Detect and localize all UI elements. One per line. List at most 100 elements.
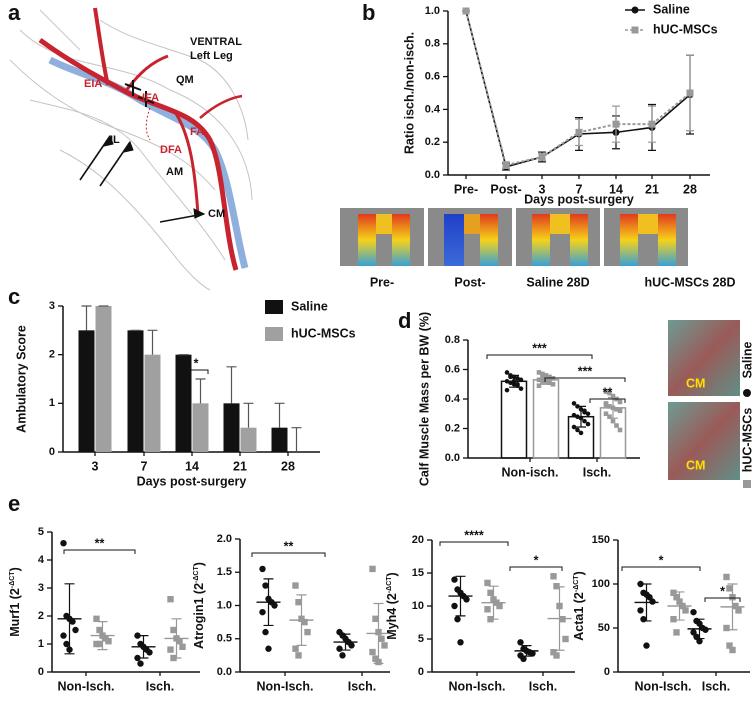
x-tick-label: Non-Isch. bbox=[58, 679, 115, 693]
x-axis-label: Days post-surgery bbox=[137, 474, 247, 488]
marker bbox=[575, 128, 583, 136]
marker bbox=[484, 606, 491, 613]
marker bbox=[515, 376, 520, 381]
leg-diagram-part bbox=[199, 94, 243, 119]
marker bbox=[451, 602, 458, 610]
marker bbox=[511, 379, 517, 384]
marker bbox=[262, 582, 269, 589]
significance-label: * bbox=[720, 584, 725, 598]
marker bbox=[578, 407, 584, 412]
y-axis-label-part: -ΔCT bbox=[573, 575, 580, 592]
marker bbox=[670, 616, 677, 623]
y-axis-label-part: Acta1 (2 bbox=[572, 592, 586, 641]
marker bbox=[743, 389, 751, 397]
error-bar bbox=[674, 591, 685, 621]
error-bar bbox=[554, 586, 565, 651]
marker bbox=[484, 579, 491, 587]
error-bar bbox=[81, 305, 92, 331]
marker bbox=[536, 383, 542, 389]
marker bbox=[176, 638, 183, 645]
marker bbox=[60, 632, 67, 639]
y-axis-label-part: ) bbox=[385, 572, 399, 576]
y-tick-label: 0.4 bbox=[425, 103, 441, 115]
marker bbox=[518, 386, 524, 391]
marker bbox=[529, 650, 536, 657]
marker bbox=[649, 598, 656, 605]
marker bbox=[610, 393, 616, 399]
x-tick-label: 14 bbox=[609, 182, 623, 196]
marker bbox=[726, 642, 733, 649]
marker bbox=[578, 415, 584, 421]
marker bbox=[295, 652, 302, 659]
panel-letter: e bbox=[8, 491, 20, 516]
diagram-label: QM bbox=[176, 74, 194, 86]
bar bbox=[78, 330, 95, 452]
bar bbox=[271, 427, 288, 452]
significance-label: ** bbox=[284, 539, 294, 553]
marker bbox=[348, 642, 355, 649]
perfusion-images-part bbox=[620, 214, 638, 266]
legend-label: hUC-MSCs bbox=[291, 326, 356, 340]
perfusion-images-part bbox=[532, 214, 550, 266]
error-bar bbox=[195, 378, 206, 404]
legend-label: hUC-MSCs bbox=[653, 22, 718, 36]
y-axis-label: Calf Muscle Mass per BW (%) bbox=[417, 312, 431, 486]
legend-label: Saline bbox=[740, 342, 754, 379]
perfusion-images-part bbox=[480, 214, 498, 266]
marker bbox=[504, 379, 510, 384]
error-bar bbox=[274, 402, 285, 428]
y-axis-label-part: -ΔCT bbox=[193, 566, 200, 583]
y-axis-label: Atrogin1 (2-ΔCT) bbox=[192, 562, 206, 649]
marker bbox=[550, 573, 557, 580]
leg-diagram-part bbox=[79, 135, 205, 223]
significance-bracket bbox=[704, 597, 741, 602]
y-axis-label: Myh4 (2-ΔCT) bbox=[385, 572, 399, 639]
marker bbox=[617, 408, 623, 414]
marker bbox=[381, 642, 388, 649]
legend-label: Saline bbox=[291, 299, 328, 313]
y-tick-label: 0.2 bbox=[425, 136, 440, 148]
marker bbox=[179, 643, 186, 650]
marker bbox=[69, 618, 76, 625]
y-axis-label-part: ) bbox=[8, 567, 22, 571]
perfusion-images-part bbox=[358, 214, 376, 266]
marker bbox=[550, 381, 556, 387]
leg-diagram-part bbox=[102, 134, 206, 219]
y-tick-label: 0 bbox=[604, 666, 610, 678]
marker bbox=[543, 373, 549, 378]
marker bbox=[536, 370, 542, 375]
bar bbox=[144, 354, 161, 452]
marker bbox=[265, 645, 272, 652]
marker bbox=[463, 596, 470, 603]
leg-diagram-part bbox=[145, 107, 151, 141]
diagram-label: CM bbox=[208, 208, 225, 220]
marker bbox=[682, 607, 689, 614]
marker bbox=[702, 626, 709, 633]
y-tick-label: 1 bbox=[49, 397, 55, 409]
y-tick-label: 0.0 bbox=[445, 452, 460, 464]
y-tick-label: 10 bbox=[412, 600, 424, 612]
bar bbox=[500, 380, 528, 459]
marker bbox=[603, 389, 609, 394]
diagram-label: AM bbox=[166, 166, 183, 178]
y-tick-label: 50 bbox=[598, 622, 610, 634]
marker bbox=[643, 642, 650, 649]
diagram-label: IL bbox=[110, 134, 120, 146]
marker bbox=[607, 414, 612, 419]
marker bbox=[292, 582, 299, 589]
leg-diagram-part bbox=[9, 59, 216, 191]
legend-swatch bbox=[265, 300, 283, 314]
marker bbox=[304, 628, 311, 636]
perfusion-images-part bbox=[392, 214, 410, 266]
marker bbox=[504, 370, 510, 375]
diagram-label: Left Leg bbox=[190, 50, 233, 62]
marker bbox=[571, 412, 577, 418]
y-tick-label: 0.6 bbox=[425, 71, 440, 83]
marker bbox=[550, 649, 557, 656]
leg-diagram-part bbox=[99, 19, 249, 141]
marker bbox=[690, 608, 697, 616]
error-bar bbox=[694, 618, 705, 640]
x-tick-label: Non-Isch. bbox=[257, 679, 314, 693]
leg-diagram-part bbox=[93, 7, 110, 86]
